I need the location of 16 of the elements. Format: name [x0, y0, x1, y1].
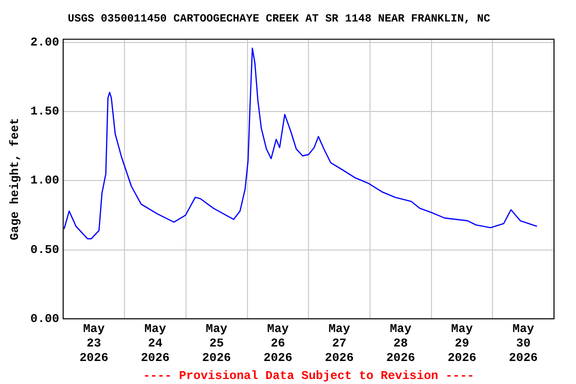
x-tick-label: May 26 2026	[264, 322, 292, 365]
x-tick-label: May 28 2026	[386, 322, 416, 365]
text: ---- Provisional Data Subject to Revision ----	[142, 369, 474, 384]
x-tick-label: May 29 2026	[448, 322, 476, 365]
x-tick-label: May 25 2026	[202, 322, 231, 365]
x-tick-label: May 30 2026	[508, 322, 538, 365]
x-tick-label: May 27 2026	[324, 322, 354, 365]
y-tick-label: 0.50	[30, 242, 60, 257]
y-axis-title: Gage height, feet	[8, 118, 22, 240]
x-tick-label: May 24 2026	[140, 322, 170, 365]
y-tick-label: 1.50	[30, 104, 60, 119]
y-tick-label: 0.00	[30, 312, 60, 326]
chart-title: USGS 0350011450 CARTOOGECHAYE CREEK AT SR 1148 NEAR FRANKLIN, NC	[68, 13, 491, 26]
y-tick-label: 2.00	[30, 36, 60, 50]
x-tick-label: May 23 2026	[79, 322, 108, 365]
y-tick-label: 1.00	[30, 174, 60, 188]
